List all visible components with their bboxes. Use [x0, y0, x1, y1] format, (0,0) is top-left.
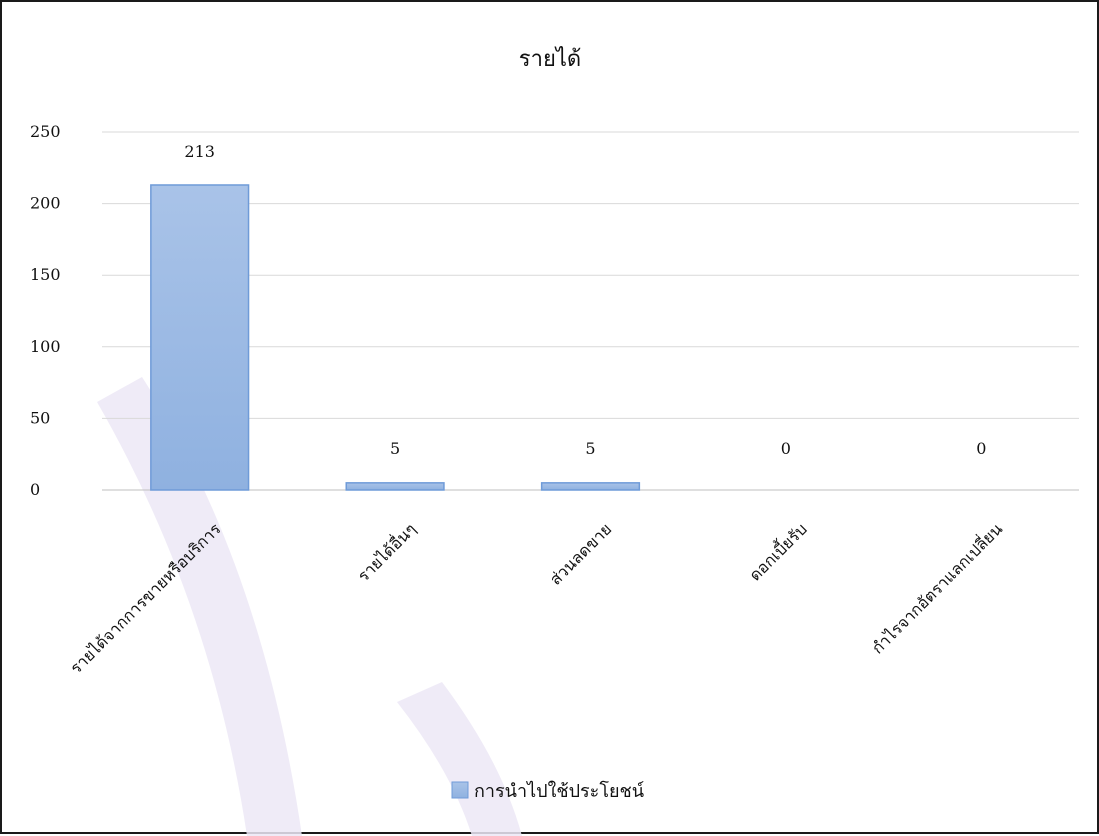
legend: การนำไปใช้ประโยชน์ — [451, 780, 644, 802]
watermark-arc-left — [97, 377, 302, 836]
data-labels: 213 5 5 0 0 — [184, 142, 986, 458]
y-tick-label: 150 — [30, 265, 61, 284]
bars — [150, 184, 641, 491]
data-label: 5 — [585, 439, 595, 458]
bar — [345, 482, 445, 491]
watermark-graphic — [97, 377, 522, 836]
y-tick-label: 100 — [30, 337, 61, 356]
y-tick-label: 0 — [30, 480, 40, 499]
category-label: ส่วนลดขาย — [546, 519, 615, 588]
data-label: 0 — [976, 439, 986, 458]
category-label: ดอกเบี้ยรับ — [744, 518, 811, 585]
y-tick-label: 200 — [30, 194, 61, 213]
legend-label: การนำไปใช้ประโยชน์ — [474, 780, 644, 802]
chart-title: รายได้ — [519, 46, 581, 72]
category-label: กำไรจากอัตราแลกเปลี่ยน — [866, 518, 1006, 658]
bar — [540, 482, 641, 491]
y-tick-label: 50 — [30, 408, 50, 427]
data-label: 0 — [781, 439, 791, 458]
y-axis-ticks: 0 50 100 150 200 250 — [30, 122, 61, 499]
category-label: รายได้อื่นๆ — [352, 518, 420, 586]
y-tick-label: 250 — [30, 122, 61, 141]
legend-swatch — [451, 781, 469, 799]
bar — [150, 184, 250, 491]
watermark-arc-right — [397, 682, 522, 836]
data-label: 213 — [184, 142, 215, 161]
data-label: 5 — [390, 439, 400, 458]
